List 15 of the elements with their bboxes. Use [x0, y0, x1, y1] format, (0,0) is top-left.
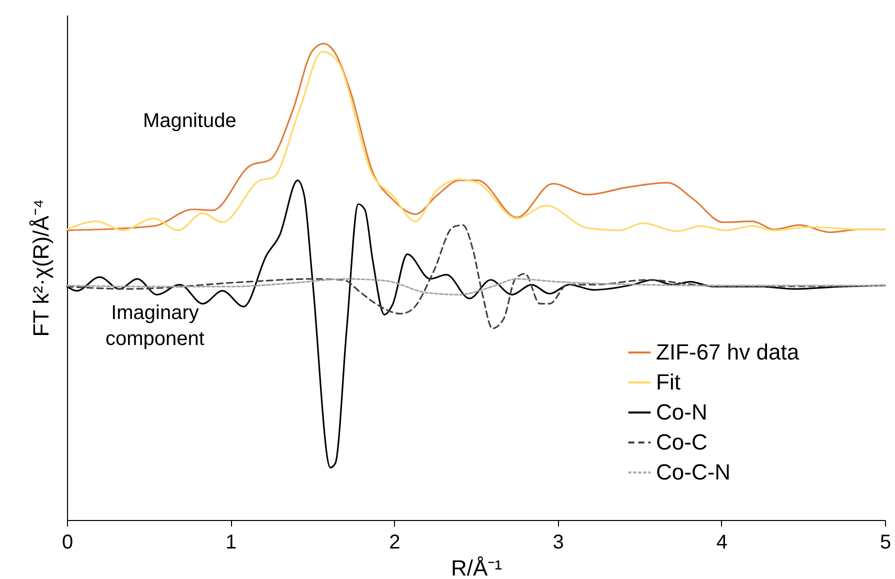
x-tick-label: 4 — [716, 532, 728, 554]
legend-label: Co-N — [656, 400, 708, 424]
y-axis-title: FT k²·χ(R)/Å⁻⁴ — [28, 199, 54, 337]
legend-label: Fit — [656, 370, 680, 394]
annotation: Magnitude — [143, 110, 236, 132]
legend-label: Co-C — [656, 430, 708, 454]
x-tick-label: 0 — [62, 532, 74, 554]
x-tick-label: 1 — [226, 532, 237, 554]
x-tick-label: 2 — [389, 532, 400, 554]
annotation: Imaginary component — [106, 302, 205, 350]
x-tick-label: 5 — [880, 532, 892, 554]
legend-label: ZIF-67 hv data — [656, 340, 800, 364]
x-axis-title: R/Å⁻¹ — [451, 556, 502, 579]
x-tick-label: 3 — [552, 532, 564, 554]
legend-label: Co-C-N — [656, 460, 731, 484]
